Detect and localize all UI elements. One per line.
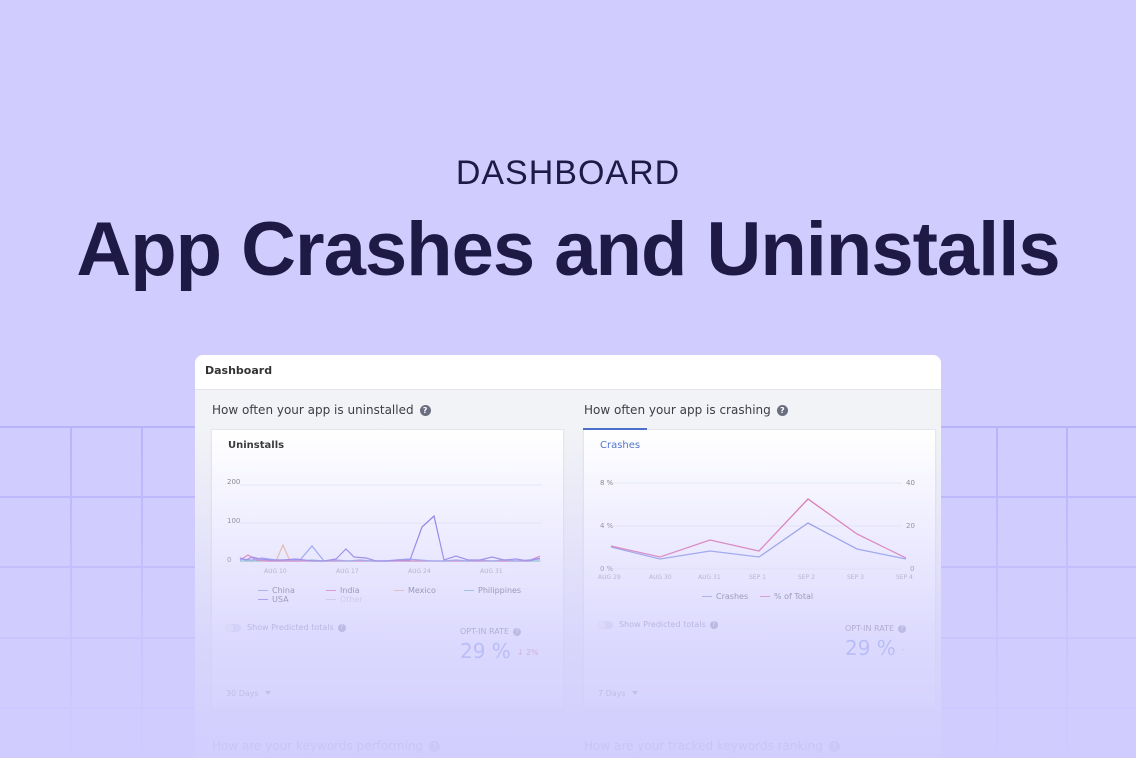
hero-title: App Crashes and Uninstalls <box>76 207 1060 292</box>
svg-text:SEP 1: SEP 1 <box>749 574 766 581</box>
crashes-heading: How often your app is crashing? <box>584 403 788 417</box>
legend-swatch <box>326 598 336 601</box>
range-dropdown[interactable]: 30 Days <box>226 689 271 698</box>
show-predicted-toggle[interactable] <box>598 620 613 629</box>
active-tab-indicator <box>583 428 647 430</box>
window-title-bar: Dashboard <box>195 355 941 390</box>
tracked-keywords-heading: How are your tracked keywords ranking? <box>584 739 840 753</box>
window-title: Dashboard <box>205 364 273 377</box>
optin-rate-label: OPT-IN RATE? <box>845 624 907 633</box>
svg-text:SEP 2: SEP 2 <box>798 574 815 581</box>
svg-text:4 %: 4 % <box>600 522 614 530</box>
dashboard-window: Dashboard How often your app is uninstal… <box>195 355 941 758</box>
uninstalls-legend: China India Mexico Philippines USA Other <box>258 586 558 610</box>
range-dropdown[interactable]: 7 Days <box>598 689 638 698</box>
svg-text:AUG 29: AUG 29 <box>598 574 621 581</box>
legend-item-india[interactable]: India <box>326 586 360 595</box>
legend-item-other[interactable]: Other <box>326 595 363 604</box>
legend-item-mexico[interactable]: Mexico <box>394 586 436 595</box>
help-icon[interactable]: ? <box>709 621 718 629</box>
svg-text:100: 100 <box>227 517 240 525</box>
legend-item-philippines[interactable]: Philippines <box>464 586 521 595</box>
svg-text:AUG 24: AUG 24 <box>408 568 431 575</box>
svg-text:0: 0 <box>910 565 914 573</box>
legend-item-usa[interactable]: USA <box>258 595 289 604</box>
legend-item-pct-total[interactable]: % of Total <box>760 592 813 601</box>
svg-text:AUG 17: AUG 17 <box>336 568 359 575</box>
optin-delta: - <box>901 645 905 654</box>
crashes-legend: Crashes % of Total <box>702 592 862 604</box>
svg-text:SEP 4: SEP 4 <box>896 574 913 581</box>
legend-item-china[interactable]: China <box>258 586 295 595</box>
caret-down-icon <box>631 691 638 695</box>
help-icon[interactable]: ? <box>776 405 788 416</box>
help-icon[interactable]: ? <box>429 741 441 752</box>
svg-text:0 %: 0 % <box>600 565 614 573</box>
legend-item-crashes[interactable]: Crashes <box>702 592 748 601</box>
svg-text:AUG 10: AUG 10 <box>264 568 287 575</box>
crashes-card: Crashes 8 % 4 % 0 % 40 20 0 AUG 29 AUG 3… <box>583 428 936 709</box>
optin-rate-label: OPT-IN RATE? <box>460 627 522 636</box>
legend-swatch <box>464 589 474 592</box>
help-icon[interactable]: ? <box>419 405 431 416</box>
svg-text:200: 200 <box>227 478 240 486</box>
help-icon[interactable]: ? <box>513 628 522 636</box>
help-icon[interactable]: ? <box>898 625 907 633</box>
caret-down-icon <box>264 691 271 695</box>
svg-text:AUG 30: AUG 30 <box>649 574 672 581</box>
svg-text:0: 0 <box>227 556 231 564</box>
legend-swatch <box>258 598 268 601</box>
keywords-performance-heading: How are your keywords performing? <box>212 739 441 753</box>
legend-swatch <box>326 589 336 592</box>
show-predicted-toggle-row: Show Predicted totals? <box>598 620 718 629</box>
uninstalls-heading: How often your app is uninstalled? <box>212 403 431 417</box>
show-predicted-toggle-row: Show Predicted totals? <box>226 623 346 632</box>
help-icon[interactable]: ? <box>828 741 840 752</box>
svg-text:40: 40 <box>906 479 915 487</box>
uninstalls-card: Uninstalls 200 100 0 AUG 10 AUG 17 AUG 2… <box>211 429 564 709</box>
svg-text:20: 20 <box>906 522 915 530</box>
show-predicted-toggle[interactable] <box>226 623 241 632</box>
svg-text:AUG 31: AUG 31 <box>480 568 503 575</box>
svg-text:8 %: 8 % <box>600 479 614 487</box>
help-icon[interactable]: ? <box>337 624 346 632</box>
legend-swatch <box>760 595 770 598</box>
legend-swatch <box>258 589 268 592</box>
svg-text:AUG 31: AUG 31 <box>698 574 721 581</box>
hero-kicker: DASHBOARD <box>455 154 681 192</box>
optin-rate-value: 29 % ↓ 2% <box>460 639 539 663</box>
optin-rate-value: 29 % - <box>845 636 905 660</box>
optin-delta-down: ↓ 2% <box>516 648 539 657</box>
legend-swatch <box>702 595 712 598</box>
legend-swatch <box>394 589 404 592</box>
svg-text:SEP 3: SEP 3 <box>847 574 864 581</box>
